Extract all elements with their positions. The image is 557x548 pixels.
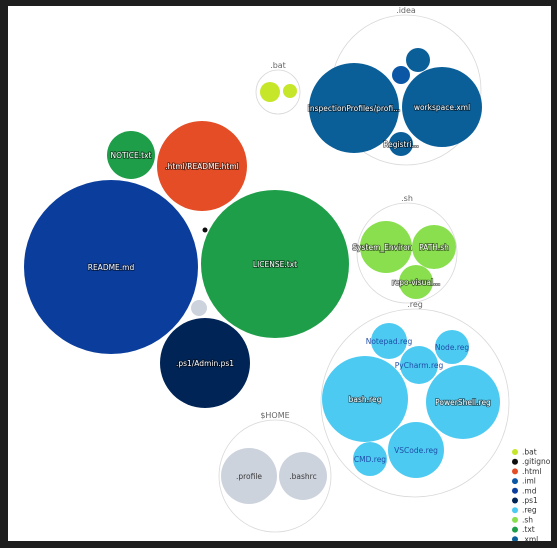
file-bubble[interactable] xyxy=(392,66,410,84)
file-bubble[interactable] xyxy=(191,300,207,316)
file-bubble[interactable] xyxy=(353,442,387,476)
file-bubble[interactable] xyxy=(399,265,433,299)
file-bubble[interactable] xyxy=(389,132,413,156)
group-label: .sh xyxy=(401,194,413,203)
chart-panel: .idea inspectionProfiles/profi... workspac… xyxy=(8,6,551,541)
file-bubble[interactable] xyxy=(406,48,430,72)
file-bubble[interactable] xyxy=(279,452,327,500)
file-label: Node.reg xyxy=(435,343,469,352)
legend-swatch xyxy=(512,468,518,475)
file-bubble[interactable] xyxy=(360,221,412,273)
legend-label: .html xyxy=(522,467,541,476)
file-bubble[interactable] xyxy=(435,330,469,364)
file-bubble[interactable] xyxy=(202,227,208,233)
file-bubble[interactable] xyxy=(160,318,250,408)
file-bubble[interactable] xyxy=(221,448,277,504)
file-label: repo-visual... xyxy=(392,278,441,287)
file-bubble[interactable] xyxy=(260,82,280,102)
legend-swatch xyxy=(512,458,518,465)
file-label: PowerShell.reg xyxy=(435,398,491,407)
group-label: .idea xyxy=(396,6,416,15)
file-bubble[interactable] xyxy=(400,346,438,384)
legend-label: .bat xyxy=(522,448,537,457)
file-bubble[interactable] xyxy=(283,84,297,98)
legend-swatch xyxy=(512,507,518,514)
legend-swatch xyxy=(512,536,518,541)
legend-swatch xyxy=(512,526,518,533)
file-bubble[interactable] xyxy=(412,225,456,269)
file-bubble[interactable] xyxy=(309,63,399,153)
file-label: LICENSE.txt xyxy=(253,260,297,269)
file-bubble[interactable] xyxy=(426,365,500,439)
file-bubble[interactable] xyxy=(107,131,155,179)
file-label: NOTICE.txt xyxy=(111,151,152,160)
file-bubble[interactable] xyxy=(371,323,407,359)
file-bubble[interactable] xyxy=(157,121,247,211)
group-label: .bat xyxy=(270,61,286,70)
file-label: bash.reg xyxy=(349,395,382,404)
file-bubble[interactable] xyxy=(388,422,444,478)
file-bubble[interactable] xyxy=(24,180,198,354)
file-label: Registri... xyxy=(383,140,419,149)
group-label: .reg xyxy=(407,300,423,309)
legend-swatch xyxy=(512,487,518,494)
file-bubble[interactable] xyxy=(322,356,408,442)
legend-label: .reg xyxy=(522,506,537,515)
legend-label: .iml xyxy=(522,477,536,486)
file-label: .profile xyxy=(236,472,262,481)
file-label: .html/README.html xyxy=(165,162,239,171)
file-label: System_Environ... xyxy=(352,243,419,252)
legend-label: .gitignore xyxy=(522,457,551,466)
legend-swatch xyxy=(512,497,518,504)
file-label: README.md xyxy=(88,263,135,272)
legend-label: .md xyxy=(522,486,537,495)
file-label: VSCode.reg xyxy=(394,446,438,455)
legend-label: .txt xyxy=(522,525,535,534)
file-label: workspace.xml xyxy=(414,103,470,112)
file-bubble[interactable] xyxy=(201,190,349,338)
legend-swatch xyxy=(512,516,518,523)
file-label: PyCharm.reg xyxy=(395,361,444,370)
legend-label: .sh xyxy=(522,515,533,524)
file-label: PATH.sh xyxy=(419,243,449,252)
circle-packing-chart: .idea inspectionProfiles/profi... workspac… xyxy=(24,6,551,541)
legend-swatch xyxy=(512,449,518,455)
legend-swatch xyxy=(512,478,518,485)
file-label: inspectionProfiles/profi... xyxy=(308,104,401,113)
file-label: CMD.reg xyxy=(354,455,386,464)
file-label: .bashrc xyxy=(289,472,316,481)
file-label: .ps1/Admin.ps1 xyxy=(176,359,234,368)
group-label: $HOME xyxy=(260,411,289,420)
legend-label: .xml xyxy=(522,535,538,541)
legend-label: .ps1 xyxy=(522,496,538,505)
file-bubble[interactable] xyxy=(402,67,482,147)
file-label: Notepad.reg xyxy=(366,337,413,346)
